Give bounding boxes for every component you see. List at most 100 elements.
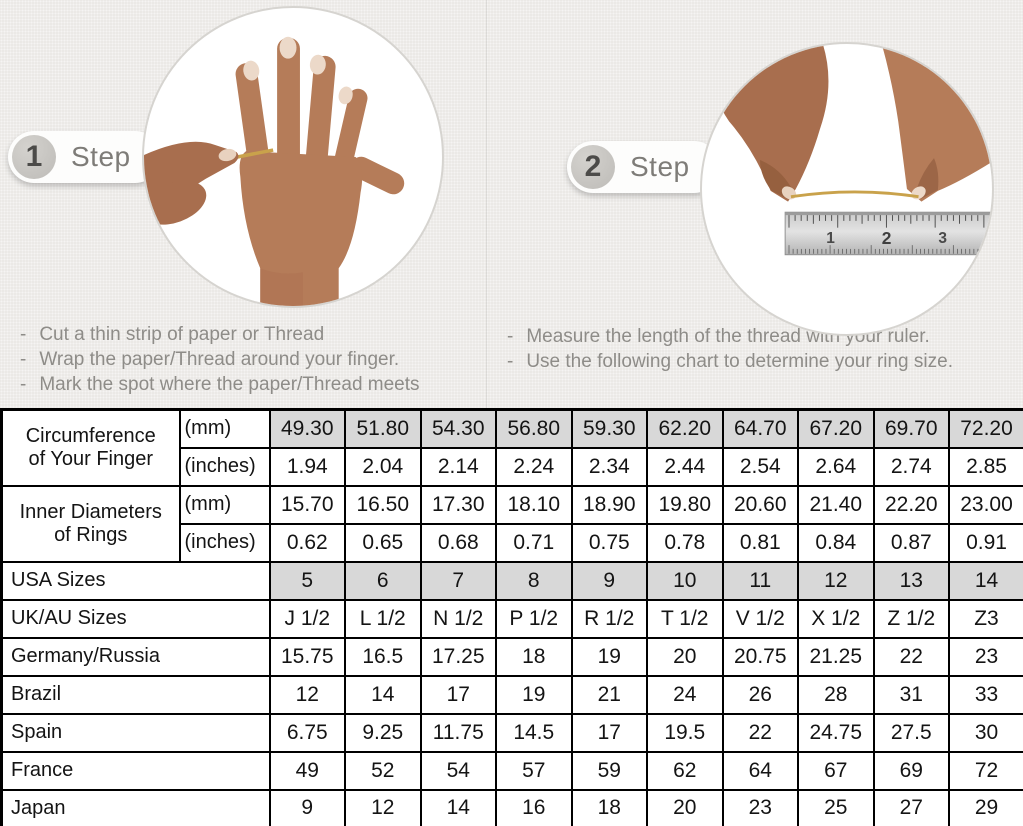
size-value-cell: 67.20 (797, 408, 875, 449)
size-value-cell: 15.75 (268, 636, 346, 677)
size-value-cell: 8 (495, 560, 573, 601)
table-row: Brazil 12 14 17 19 21 24 26 28 31 33 (0, 674, 1023, 715)
size-value-cell: 0.71 (495, 522, 573, 563)
instruction-line: - Cut a thin strip of paper or Thread (20, 322, 490, 347)
size-value-cell: 21.25 (797, 636, 875, 677)
ruler-number-3: 3 (938, 230, 947, 247)
table-row: France 49 52 54 57 59 62 64 67 69 72 (0, 750, 1023, 791)
row-label: UK/AU Sizes (0, 598, 271, 639)
size-value-cell: 16.50 (344, 484, 422, 525)
row-label: USA Sizes (0, 560, 271, 601)
instruction-line: - Wrap the paper/Thread around your finge… (20, 347, 490, 372)
size-value-cell: 2.34 (570, 446, 648, 487)
row-label: Germany/Russia (0, 636, 271, 677)
hand-with-thread-illustration (144, 36, 405, 306)
size-value-cell: 2.04 (344, 446, 422, 487)
size-value-cell: 21 (570, 674, 648, 715)
size-value-cell: 14 (948, 560, 1023, 601)
bullet-dash: - (20, 324, 27, 345)
size-value-cell: 23.00 (948, 484, 1023, 525)
size-value-cell: 28 (797, 674, 875, 715)
size-value-cell: 10 (646, 560, 724, 601)
table-row: Inner Diameters of Rings (mm) 15.70 16.50 17… (0, 484, 1023, 563)
size-value-cell: 15.70 (268, 484, 346, 525)
table-row: (inches) 0.62 0.65 0.68 0.71 0.75 0.78 0.81 0.84… (2, 522, 1023, 563)
size-value-cell: 0.87 (872, 522, 950, 563)
table-row: Spain 6.75 9.25 11.75 14.5 17 19.5 22 24.75 27.5 3… (0, 712, 1023, 753)
size-value-cell: 26 (721, 674, 799, 715)
row-label: France (0, 750, 271, 791)
size-value-cell: Z3 (948, 598, 1023, 639)
size-value-cell: 64.70 (721, 408, 799, 449)
step-1-badge: 1 Step (8, 131, 161, 183)
instruction-line: - Mark the spot where the paper/Thread me… (20, 372, 490, 397)
instruction-text: Cut a thin strip of paper or Thread (39, 324, 325, 345)
instruction-line: - Measure the length of the thread with y… (507, 324, 1023, 349)
size-value-cell: 54.30 (419, 408, 497, 449)
size-value-cell: 2.14 (419, 446, 497, 487)
size-value-cell: 21.40 (797, 484, 875, 525)
size-value-cell: 27 (872, 788, 950, 826)
size-value-cell: 23 (721, 788, 799, 826)
size-value-cell: 69 (872, 750, 950, 791)
ruler-number-1: 1 (826, 230, 835, 247)
size-value-cell: 11.75 (419, 712, 497, 753)
size-value-cell: 9 (570, 560, 648, 601)
unit-label: (mm) (178, 484, 271, 525)
instruction-text: Wrap the paper/Thread around your finger… (39, 349, 400, 370)
size-value-cell: 18 (495, 636, 573, 677)
size-value-cell: 17.25 (419, 636, 497, 677)
size-value-cell: J 1/2 (268, 598, 346, 639)
table-row: Germany/Russia 15.75 16.5 17.25 18 19 20 20.75 2… (0, 636, 1023, 677)
ruler-measuring-illustration: 1 2 3 (706, 44, 992, 256)
size-value-cell: 27.5 (872, 712, 950, 753)
row-group-label: Inner Diameters of Rings (0, 484, 181, 563)
size-value-cell: 18.10 (495, 484, 573, 525)
instruction-text: Use the following chart to determine you… (526, 351, 953, 372)
size-value-cell: 30 (948, 712, 1023, 753)
size-value-cell: 2.85 (948, 446, 1023, 487)
row-group-label: Circumference of Your Finger (0, 408, 181, 487)
size-value-cell: 19 (495, 674, 573, 715)
table-row: UK/AU Sizes J 1/2 L 1/2 N 1/2 P 1/2 R 1/2 T 1/… (0, 598, 1023, 639)
size-value-cell: 59 (570, 750, 648, 791)
size-value-cell: N 1/2 (419, 598, 497, 639)
table-row: Japan 9 12 14 16 18 20 23 25 27 29 (0, 788, 1023, 826)
size-value-cell: 1.94 (268, 446, 346, 487)
size-value-cell: 19.80 (646, 484, 724, 525)
size-value-cell: 0.84 (797, 522, 875, 563)
size-value-cell: 16.5 (344, 636, 422, 677)
step-2-number: 2 (571, 145, 615, 189)
size-value-cell: 23 (948, 636, 1023, 677)
size-chart-table: Circumference of Your Finger (mm) 49.30 51.… (0, 408, 1023, 826)
size-value-cell: 49.30 (268, 408, 346, 449)
bullet-dash: - (20, 374, 27, 395)
size-value-cell: 0.78 (646, 522, 724, 563)
size-value-cell: 5 (268, 560, 346, 601)
size-value-cell: 11 (721, 560, 799, 601)
size-value-cell: 17 (570, 712, 648, 753)
size-value-cell: X 1/2 (797, 598, 875, 639)
gold-thread (237, 148, 274, 159)
size-value-cell: 33 (948, 674, 1023, 715)
size-value-cell: 9 (268, 788, 346, 826)
size-value-cell: 17 (419, 674, 497, 715)
step-2-label: Step (630, 151, 690, 182)
size-value-cell: 20 (646, 788, 724, 826)
size-value-cell: 62 (646, 750, 724, 791)
size-value-cell: R 1/2 (570, 598, 648, 639)
size-value-cell: 29 (948, 788, 1023, 826)
size-value-cell: 2.44 (646, 446, 724, 487)
row-label: Brazil (0, 674, 271, 715)
size-value-cell: 52 (344, 750, 422, 791)
size-value-cell: 24 (646, 674, 724, 715)
bullet-dash: - (20, 349, 27, 370)
size-value-cell: 57 (495, 750, 573, 791)
unit-label: (inches) (178, 522, 271, 563)
size-value-cell: 14 (419, 788, 497, 826)
unit-label: (mm) (178, 408, 271, 449)
size-value-cell: 54 (419, 750, 497, 791)
size-value-cell: 2.74 (872, 446, 950, 487)
size-value-cell: T 1/2 (646, 598, 724, 639)
instruction-text: Mark the spot where the paper/Thread mee… (39, 374, 420, 395)
